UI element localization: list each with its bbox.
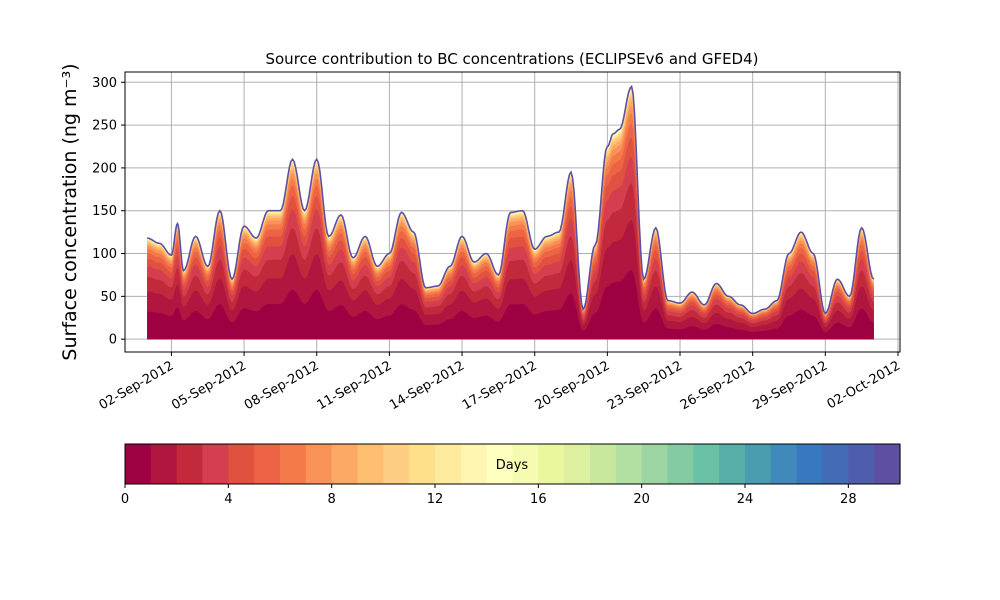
colorbar-bin-2: [176, 444, 204, 484]
y-tick-label: 50: [100, 290, 117, 305]
colorbar-bin-14: [486, 444, 514, 484]
y-tick-label: 200: [92, 161, 117, 176]
colorbar-bin-27: [822, 444, 849, 484]
colorbar-frame: [124, 443, 901, 485]
colorbar-ticks: 0 4 8 12 16 20 24 28: [121, 484, 857, 507]
age-band-1-2-days: [147, 219, 874, 340]
colorbar-bin-16: [538, 444, 565, 484]
colorbar-bin-21: [667, 444, 694, 484]
colorbar-bin-20: [641, 444, 669, 484]
colorbar-bin-8: [331, 444, 359, 484]
plot-frame: [124, 71, 901, 353]
colorbar-bin-12: [435, 444, 462, 484]
total-line-layer: [147, 84, 875, 315]
colorbar-bin-13: [460, 444, 488, 484]
y-tick-label: 300: [92, 76, 117, 91]
y-axis-ticks: 0 50 100 150 200 250 300: [92, 76, 125, 348]
colorbar-bin-28: [848, 444, 875, 484]
colorbar-bin-6: [280, 444, 307, 484]
colorbar-tick-label: 8: [328, 492, 336, 507]
colorbar-bin-0: [125, 444, 152, 484]
colorbar-bin-25: [770, 444, 798, 484]
colorbar-bin-11: [409, 444, 436, 484]
colorbar-bin-4: [228, 444, 255, 484]
colorbar-bin-22: [693, 444, 720, 484]
colorbar-bin-5: [254, 444, 281, 484]
colorbar: [125, 444, 901, 484]
colorbar-tick-label: 0: [121, 492, 129, 507]
colorbar-bin-9: [357, 444, 384, 484]
colorbar-bin-23: [719, 444, 746, 484]
colorbar-bin-3: [202, 444, 229, 484]
colorbar-bin-7: [305, 444, 333, 484]
colorbar-bin-15: [512, 444, 539, 484]
y-tick-label: 250: [92, 119, 117, 134]
y-tick-label: 100: [92, 247, 117, 262]
colorbar-bin-24: [745, 444, 772, 484]
colorbar-bin-10: [383, 444, 410, 484]
age-band-0-1-days: [147, 270, 874, 340]
colorbar-bin-18: [590, 444, 617, 484]
colorbar-label: Days: [496, 458, 529, 473]
chart-title: Source contribution to BC concentrations…: [265, 50, 758, 68]
colorbar-bin-1: [150, 444, 178, 484]
y-tick-label: 150: [92, 204, 117, 219]
colorbar-bin-29: [874, 444, 901, 484]
y-axis-label: Surface concentration (ng m⁻³): [59, 63, 81, 360]
colorbar-bin-26: [796, 444, 824, 484]
total-series-line: [147, 84, 875, 315]
colorbar-bin-17: [564, 444, 591, 484]
colorbar-tick-label: 28: [840, 492, 857, 507]
colorbar-tick-label: 4: [224, 492, 232, 507]
colorbar-tick-label: 12: [427, 492, 444, 507]
colorbar-tick-label: 16: [530, 492, 547, 507]
colorbar-bin-19: [615, 444, 643, 484]
y-tick-label: 0: [109, 333, 117, 348]
colorbar-tick-label: 20: [633, 492, 650, 507]
colorbar-tick-label: 24: [737, 492, 754, 507]
